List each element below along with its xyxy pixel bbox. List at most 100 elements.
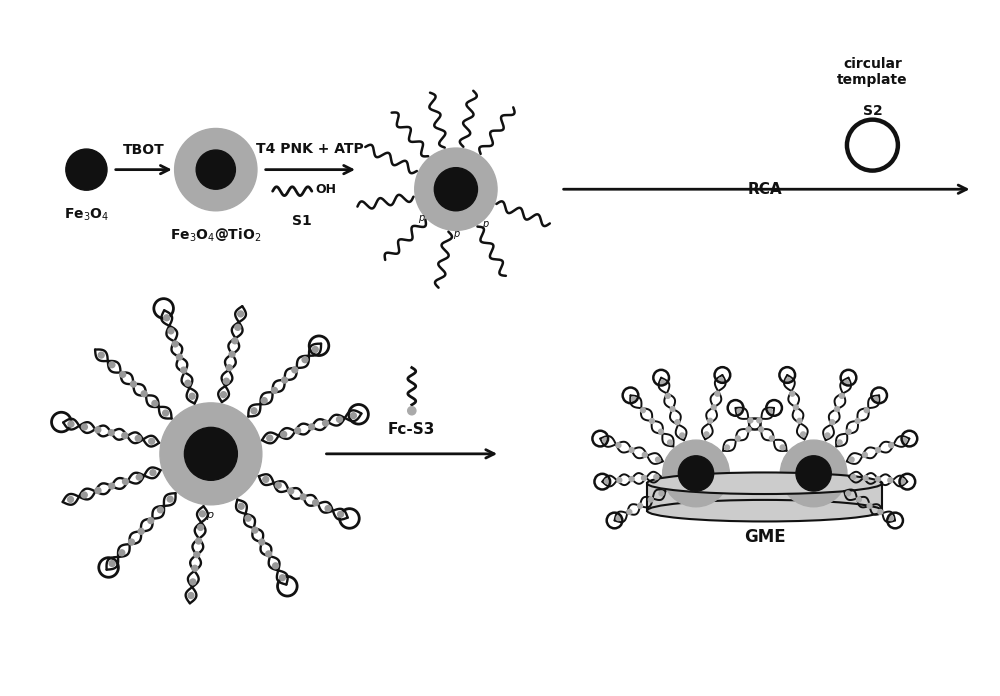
- Circle shape: [309, 424, 315, 430]
- Circle shape: [251, 408, 257, 413]
- Circle shape: [163, 410, 169, 416]
- Circle shape: [846, 429, 851, 434]
- Circle shape: [793, 405, 798, 410]
- Circle shape: [168, 328, 174, 334]
- Text: S1: S1: [292, 214, 312, 228]
- Circle shape: [665, 393, 670, 398]
- Circle shape: [856, 497, 861, 502]
- Circle shape: [659, 491, 664, 496]
- Circle shape: [136, 474, 142, 480]
- Circle shape: [192, 565, 198, 571]
- Text: RCA: RCA: [747, 182, 782, 197]
- Circle shape: [627, 509, 632, 514]
- Circle shape: [300, 494, 306, 500]
- Circle shape: [188, 592, 194, 599]
- Circle shape: [109, 362, 115, 367]
- Circle shape: [185, 380, 191, 386]
- Circle shape: [350, 413, 356, 418]
- Circle shape: [263, 477, 269, 482]
- Ellipse shape: [647, 500, 882, 521]
- Circle shape: [81, 492, 87, 498]
- Circle shape: [780, 440, 847, 507]
- Circle shape: [66, 149, 107, 190]
- Circle shape: [123, 479, 128, 484]
- Circle shape: [768, 409, 772, 414]
- Circle shape: [109, 483, 115, 489]
- Circle shape: [337, 416, 342, 422]
- Circle shape: [711, 405, 716, 410]
- Circle shape: [790, 391, 795, 396]
- Circle shape: [605, 479, 609, 484]
- Circle shape: [275, 482, 281, 488]
- Circle shape: [661, 380, 665, 385]
- Circle shape: [223, 378, 229, 384]
- Circle shape: [158, 507, 163, 513]
- Circle shape: [670, 406, 675, 411]
- Circle shape: [312, 347, 318, 352]
- Circle shape: [68, 496, 73, 503]
- Circle shape: [68, 421, 74, 427]
- Circle shape: [273, 563, 278, 569]
- Circle shape: [279, 575, 285, 580]
- Circle shape: [759, 427, 764, 432]
- Text: p: p: [206, 509, 213, 520]
- Circle shape: [737, 409, 742, 414]
- Circle shape: [338, 512, 343, 517]
- Circle shape: [229, 351, 235, 357]
- Circle shape: [876, 448, 880, 452]
- Circle shape: [797, 418, 802, 423]
- Circle shape: [95, 427, 101, 433]
- Circle shape: [325, 505, 331, 512]
- Circle shape: [863, 475, 868, 480]
- Circle shape: [415, 148, 497, 230]
- Circle shape: [181, 367, 187, 373]
- Circle shape: [129, 539, 134, 545]
- Text: p: p: [482, 219, 488, 229]
- Circle shape: [266, 551, 272, 557]
- Circle shape: [295, 427, 301, 434]
- Circle shape: [152, 400, 158, 406]
- Circle shape: [149, 438, 155, 444]
- Circle shape: [780, 445, 785, 450]
- Circle shape: [196, 538, 202, 544]
- Polygon shape: [647, 483, 882, 511]
- Circle shape: [786, 378, 791, 383]
- Circle shape: [888, 477, 893, 482]
- Circle shape: [130, 381, 136, 387]
- Circle shape: [746, 427, 751, 432]
- Circle shape: [267, 435, 273, 441]
- Circle shape: [801, 432, 806, 437]
- Circle shape: [120, 372, 126, 377]
- Circle shape: [654, 475, 659, 480]
- Circle shape: [135, 436, 141, 441]
- Circle shape: [190, 579, 196, 585]
- Circle shape: [629, 477, 634, 482]
- Circle shape: [876, 477, 880, 482]
- Circle shape: [867, 503, 872, 508]
- Circle shape: [148, 518, 154, 523]
- Circle shape: [323, 420, 328, 426]
- Text: TBOT: TBOT: [122, 143, 164, 157]
- Circle shape: [678, 456, 714, 491]
- Circle shape: [245, 515, 251, 521]
- Text: p: p: [453, 229, 459, 239]
- Circle shape: [221, 392, 226, 397]
- Text: Fc-S3: Fc-S3: [388, 422, 435, 438]
- Circle shape: [288, 488, 294, 494]
- Circle shape: [640, 408, 645, 413]
- Circle shape: [629, 448, 634, 452]
- Circle shape: [656, 457, 660, 462]
- Circle shape: [650, 418, 654, 423]
- Circle shape: [862, 452, 867, 457]
- Circle shape: [252, 527, 258, 533]
- Circle shape: [200, 511, 205, 516]
- Circle shape: [663, 440, 729, 507]
- Circle shape: [198, 525, 203, 530]
- Circle shape: [259, 539, 265, 545]
- Circle shape: [292, 367, 298, 373]
- Circle shape: [172, 341, 178, 347]
- Circle shape: [631, 397, 636, 402]
- Text: GME: GME: [744, 528, 785, 546]
- Circle shape: [642, 475, 646, 480]
- Circle shape: [616, 516, 621, 521]
